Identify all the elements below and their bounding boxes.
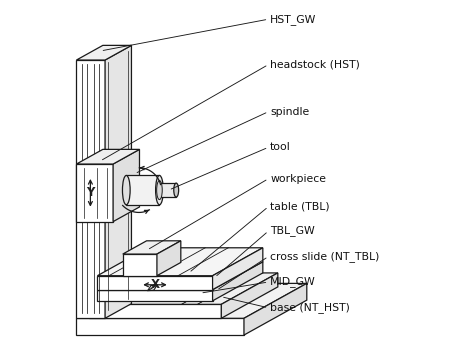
Text: tool: tool [270, 142, 291, 152]
Polygon shape [221, 273, 278, 318]
Polygon shape [97, 248, 263, 276]
Polygon shape [76, 149, 139, 164]
Text: X: X [150, 278, 159, 291]
Polygon shape [157, 241, 181, 276]
Polygon shape [97, 276, 212, 290]
Text: headstock (HST): headstock (HST) [270, 60, 360, 69]
Text: MID_GW: MID_GW [270, 276, 316, 288]
Polygon shape [76, 283, 307, 318]
Text: base (NT_HST): base (NT_HST) [270, 302, 350, 313]
Polygon shape [105, 45, 131, 318]
Text: TBL_GW: TBL_GW [270, 225, 315, 237]
Ellipse shape [155, 176, 163, 205]
Ellipse shape [157, 180, 162, 200]
Text: spindle: spindle [270, 107, 310, 117]
Ellipse shape [174, 183, 179, 197]
Bar [126, 176, 159, 205]
Polygon shape [76, 60, 105, 318]
Polygon shape [76, 164, 113, 222]
Text: table (TBL): table (TBL) [270, 202, 330, 211]
Polygon shape [89, 273, 278, 304]
Polygon shape [123, 241, 181, 254]
Text: cross slide (NT_TBL): cross slide (NT_TBL) [270, 251, 380, 262]
Polygon shape [123, 254, 157, 276]
Polygon shape [76, 318, 244, 335]
Bar [159, 183, 176, 197]
Text: HST_GW: HST_GW [270, 14, 317, 25]
Polygon shape [212, 248, 263, 290]
Polygon shape [76, 45, 131, 60]
Text: Y: Y [86, 186, 95, 199]
Polygon shape [113, 149, 139, 222]
Ellipse shape [122, 176, 130, 205]
Text: workpiece: workpiece [270, 174, 326, 184]
Polygon shape [212, 262, 263, 301]
Polygon shape [97, 290, 212, 301]
Polygon shape [244, 283, 307, 335]
Polygon shape [89, 304, 221, 318]
Polygon shape [97, 262, 263, 290]
